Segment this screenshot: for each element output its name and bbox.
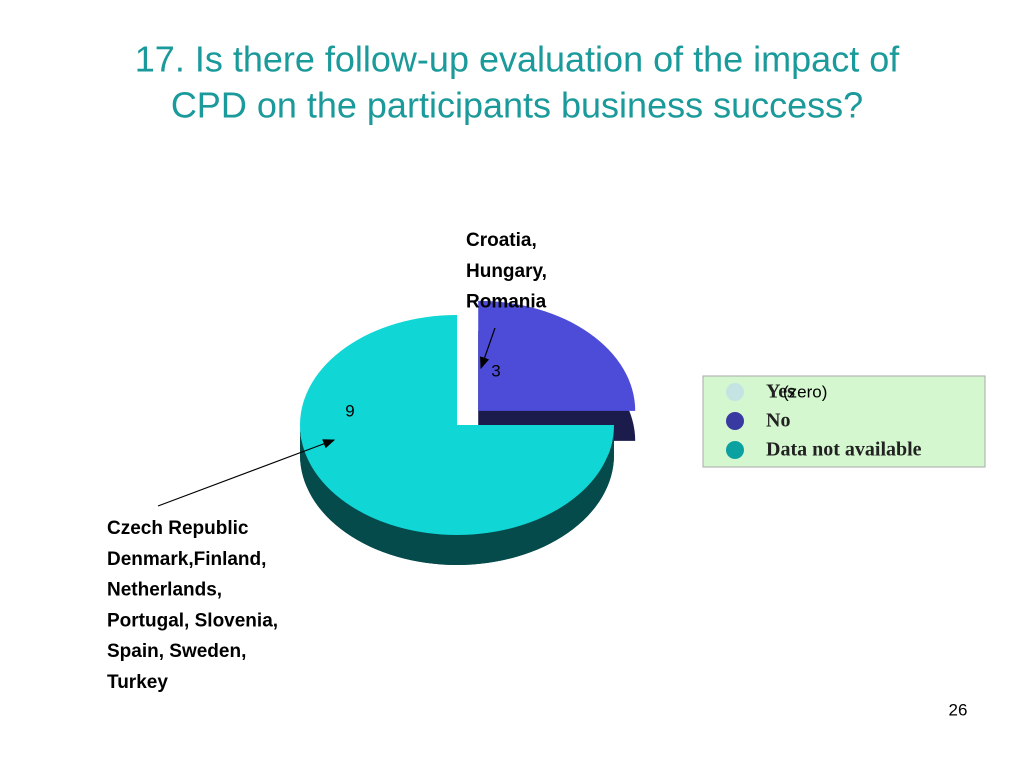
pie: 39 xyxy=(300,300,636,565)
page-number: 26 xyxy=(949,700,968,719)
annotation-line: Turkey xyxy=(107,672,168,693)
legend: Yes No Data not available xyxy=(726,381,922,461)
legend-label: No xyxy=(766,410,790,432)
slice xyxy=(300,315,614,535)
annotation-line: Croatia, xyxy=(466,230,537,251)
annotation-line: Netherlands, xyxy=(107,580,222,601)
annotation-line: Portugal, Slovenia, xyxy=(107,610,278,631)
legend-swatch xyxy=(726,441,744,459)
slice xyxy=(478,300,636,411)
legend-label: Data not available xyxy=(766,439,922,461)
annotation: Croatia, Hungary, Romania xyxy=(466,230,547,313)
arrow xyxy=(480,327,496,370)
annotation-line: Romania xyxy=(466,292,547,313)
annotation-line: Czech Republic xyxy=(107,518,249,539)
legend-swatch xyxy=(726,412,744,430)
annotation-line: Denmark,Finland, xyxy=(107,549,266,570)
legend-swatch xyxy=(726,383,744,401)
legend-label: Yes xyxy=(766,381,795,403)
annotation-line: Spain, Sweden, xyxy=(107,641,246,662)
legend-box xyxy=(702,375,986,468)
annotation: Czech Republic Denmark,Finland, Netherland… xyxy=(107,518,278,693)
slice-side xyxy=(300,425,614,565)
title-line: 17. Is there follow-up evaluation of the… xyxy=(135,39,900,80)
data-label: 9 xyxy=(345,401,354,420)
data-label: 3 xyxy=(491,361,500,380)
arrow xyxy=(157,439,336,507)
annotation-line: Hungary, xyxy=(466,261,547,282)
title-line: CPD on the participants business success… xyxy=(171,85,863,126)
legend-note: (zero) xyxy=(783,382,827,401)
